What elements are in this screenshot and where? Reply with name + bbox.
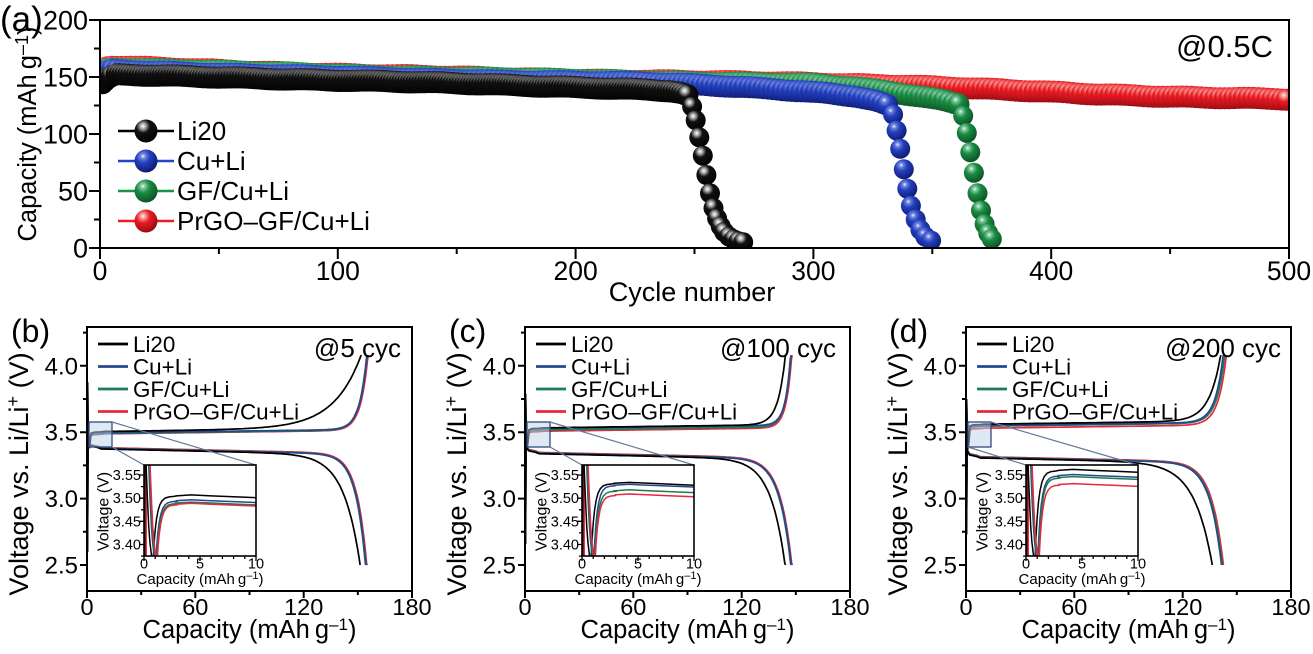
svg-text:300: 300 xyxy=(791,256,835,286)
svg-text:5: 5 xyxy=(634,557,642,573)
svg-text:180: 180 xyxy=(392,594,431,620)
svg-text:10: 10 xyxy=(686,557,702,573)
svg-text:0: 0 xyxy=(93,256,108,286)
svg-text:Capacity (mAh g–1): Capacity (mAh g–1) xyxy=(143,615,357,644)
svg-text:60: 60 xyxy=(182,594,208,620)
svg-text:4.0: 4.0 xyxy=(45,353,78,380)
svg-text:180: 180 xyxy=(830,594,869,620)
svg-text:@5 cyc: @5 cyc xyxy=(314,333,401,363)
svg-text:3.55: 3.55 xyxy=(995,468,1023,484)
svg-text:400: 400 xyxy=(1029,256,1073,286)
svg-text:3.40: 3.40 xyxy=(551,538,579,554)
svg-text:Li20: Li20 xyxy=(571,332,613,357)
svg-text:3.40: 3.40 xyxy=(113,538,141,554)
svg-text:3.50: 3.50 xyxy=(113,491,141,507)
svg-text:3.50: 3.50 xyxy=(551,491,579,507)
svg-text:60: 60 xyxy=(620,594,646,620)
svg-text:3.0: 3.0 xyxy=(483,486,516,513)
svg-text:120: 120 xyxy=(1163,594,1202,620)
svg-text:50: 50 xyxy=(58,177,88,207)
svg-text:PrGO–GF/Cu+Li: PrGO–GF/Cu+Li xyxy=(133,400,299,425)
svg-text:@100 cyc: @100 cyc xyxy=(720,333,836,363)
svg-text:GF/Cu+Li: GF/Cu+Li xyxy=(571,377,667,402)
svg-text:3.45: 3.45 xyxy=(551,514,579,530)
svg-text:3.55: 3.55 xyxy=(551,468,579,484)
svg-text:@200 cyc: @200 cyc xyxy=(1165,333,1281,363)
svg-text:Capacity (mAh g–1): Capacity (mAh g–1) xyxy=(1019,570,1146,588)
svg-text:Voltage vs. Li/Li+ (V): Voltage vs. Li/Li+ (V) xyxy=(882,352,913,595)
svg-text:3.5: 3.5 xyxy=(45,420,78,447)
svg-text:4.0: 4.0 xyxy=(924,353,957,380)
svg-text:Voltage vs. Li/Li+ (V): Voltage vs. Li/Li+ (V) xyxy=(3,352,34,595)
svg-text:Cu+Li: Cu+Li xyxy=(133,355,192,380)
svg-text:3.40: 3.40 xyxy=(995,538,1023,554)
svg-text:(b): (b) xyxy=(11,313,50,349)
svg-text:10: 10 xyxy=(1130,557,1146,573)
svg-text:3.0: 3.0 xyxy=(924,486,957,513)
svg-text:3.5: 3.5 xyxy=(924,420,957,447)
svg-text:Li20: Li20 xyxy=(1012,332,1054,357)
svg-text:Capacity (mAh g–1): Capacity (mAh g–1) xyxy=(1022,615,1236,644)
svg-text:200: 200 xyxy=(553,256,597,286)
svg-text:60: 60 xyxy=(1061,594,1087,620)
svg-text:Capacity (mAh g–1): Capacity (mAh g–1) xyxy=(12,26,42,241)
svg-text:Cu+Li: Cu+Li xyxy=(571,355,630,380)
svg-text:Capacity (mAh g–1): Capacity (mAh g–1) xyxy=(581,615,795,644)
svg-text:0: 0 xyxy=(518,594,531,620)
svg-text:0: 0 xyxy=(73,234,88,264)
svg-text:0: 0 xyxy=(1022,557,1030,573)
svg-text:3.45: 3.45 xyxy=(113,514,141,530)
svg-text:2.5: 2.5 xyxy=(45,553,78,580)
svg-text:PrGO–GF/Cu+Li: PrGO–GF/Cu+Li xyxy=(1012,400,1178,425)
svg-text:PrGO–GF/Cu+Li: PrGO–GF/Cu+Li xyxy=(177,206,370,236)
svg-text:Voltage vs. Li/Li+ (V): Voltage vs. Li/Li+ (V) xyxy=(441,352,472,595)
svg-text:10: 10 xyxy=(248,557,264,573)
svg-text:0: 0 xyxy=(959,594,972,620)
svg-text:GF/Cu+Li: GF/Cu+Li xyxy=(177,176,289,206)
svg-text:4.0: 4.0 xyxy=(483,353,516,380)
svg-text:PrGO–GF/Cu+Li: PrGO–GF/Cu+Li xyxy=(571,400,737,425)
svg-text:120: 120 xyxy=(722,594,761,620)
svg-text:100: 100 xyxy=(43,120,88,150)
svg-text:3.55: 3.55 xyxy=(113,468,141,484)
svg-text:0: 0 xyxy=(80,594,93,620)
svg-text:5: 5 xyxy=(1078,557,1086,573)
svg-text:3.0: 3.0 xyxy=(45,486,78,513)
svg-text:Voltage (V): Voltage (V) xyxy=(975,472,992,551)
svg-text:Voltage (V): Voltage (V) xyxy=(534,472,551,551)
svg-text:(a): (a) xyxy=(0,0,43,39)
svg-text:GF/Cu+Li: GF/Cu+Li xyxy=(1012,377,1108,402)
svg-text:120: 120 xyxy=(284,594,323,620)
svg-text:Capacity (mAh g–1): Capacity (mAh g–1) xyxy=(575,570,702,588)
svg-text:Cu+Li: Cu+Li xyxy=(1012,355,1071,380)
svg-text:@0.5C: @0.5C xyxy=(1176,29,1273,64)
svg-text:180: 180 xyxy=(1271,594,1310,620)
svg-text:100: 100 xyxy=(316,256,360,286)
svg-text:(d): (d) xyxy=(889,313,928,349)
svg-text:0: 0 xyxy=(578,557,586,573)
svg-text:3.5: 3.5 xyxy=(483,420,516,447)
svg-text:200: 200 xyxy=(43,6,88,36)
svg-text:2.5: 2.5 xyxy=(483,553,516,580)
svg-text:500: 500 xyxy=(1267,256,1311,286)
svg-text:3.50: 3.50 xyxy=(995,491,1023,507)
svg-text:Li20: Li20 xyxy=(177,116,226,146)
svg-text:0: 0 xyxy=(140,557,148,573)
svg-text:Li20: Li20 xyxy=(133,332,175,357)
svg-text:GF/Cu+Li: GF/Cu+Li xyxy=(133,377,229,402)
svg-text:Voltage (V): Voltage (V) xyxy=(96,472,113,551)
svg-text:3.45: 3.45 xyxy=(995,514,1023,530)
svg-text:Cycle number: Cycle number xyxy=(609,277,776,307)
svg-text:2.5: 2.5 xyxy=(924,553,957,580)
svg-text:Capacity (mAh g–1): Capacity (mAh g–1) xyxy=(137,570,264,588)
svg-text:Cu+Li: Cu+Li xyxy=(177,146,246,176)
svg-text:150: 150 xyxy=(43,63,88,93)
svg-text:(c): (c) xyxy=(449,313,486,349)
svg-text:5: 5 xyxy=(196,557,204,573)
